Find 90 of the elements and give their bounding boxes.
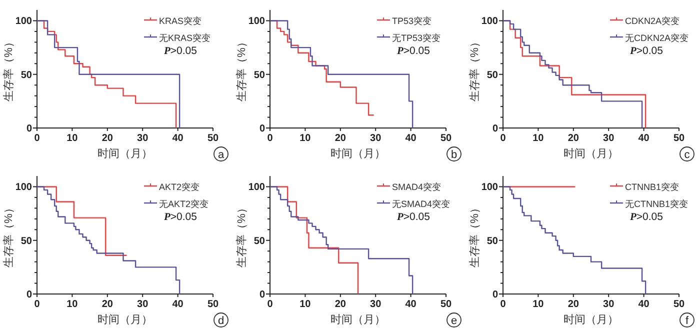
y-tick-label: 0 (259, 124, 266, 134)
x-tick-label: 20 (102, 299, 114, 310)
x-tick-label: 50 (207, 299, 219, 310)
x-tick-label: 20 (102, 133, 114, 144)
y-tick-label: 50 (254, 70, 266, 81)
x-tick-label: 30 (370, 299, 382, 310)
legend-label: 无CTNNB1突变 (625, 199, 688, 209)
text: d (218, 315, 224, 327)
legend-label: KRAS突变 (159, 16, 202, 26)
legend-label: AKT2突变 (159, 182, 200, 192)
y-axis-title: 生存率（%） (2, 36, 15, 102)
x-tick-label: 50 (207, 133, 219, 144)
x-tick-label: 0 (267, 299, 274, 310)
y-tick-label: 50 (486, 70, 498, 81)
y-tick-label: 0 (26, 290, 32, 300)
legend-label: TP53突变 (392, 16, 432, 26)
y-tick-label: 100 (248, 182, 266, 194)
y-tick-label: 50 (20, 236, 32, 247)
x-tick-label: 40 (638, 133, 650, 144)
annotation: P>0.05 (397, 211, 430, 223)
x-tick-label: 0 (34, 299, 40, 310)
x-tick-label: 20 (334, 299, 346, 310)
x-tick-label: 30 (137, 299, 149, 310)
x-tick-label: 40 (172, 133, 184, 144)
x-tick-label: 50 (673, 299, 685, 310)
x-tick-label: 30 (603, 133, 615, 144)
x-tick-label: 0 (34, 133, 40, 144)
x-tick-label: 20 (334, 133, 346, 144)
y-tick-label: 50 (254, 236, 266, 247)
legend-label: SMAD4突变 (392, 182, 442, 192)
x-tick-label: 30 (137, 133, 149, 144)
annotation: P>0.05 (630, 211, 664, 223)
x-tick-label: 30 (370, 133, 382, 144)
y-tick-label: 50 (20, 70, 32, 81)
legend-label: 无CDKN2A突变 (625, 33, 689, 43)
text: a (218, 149, 225, 161)
legend-label: CTNNB1突变 (625, 182, 680, 192)
y-axis-title: 生存率（%） (235, 36, 248, 102)
x-axis-title: 时间（月） (98, 313, 152, 326)
y-axis-title: 生存率（%） (235, 202, 248, 268)
x-tick-label: 50 (440, 299, 452, 310)
text: b (450, 149, 458, 161)
x-tick-label: 20 (568, 299, 580, 310)
annotation: P>0.05 (397, 45, 430, 57)
x-tick-label: 40 (638, 299, 650, 310)
y-tick-label: 100 (248, 16, 266, 28)
x-tick-label: 50 (673, 133, 685, 144)
text: c (684, 149, 690, 161)
x-tick-label: 30 (603, 299, 615, 310)
annotation: P>0.05 (164, 211, 198, 223)
y-tick-label: 0 (492, 124, 498, 134)
annotation: P>0.05 (630, 45, 664, 57)
x-tick-label: 10 (532, 299, 544, 310)
x-axis-title: 时间（月） (98, 147, 152, 160)
y-axis-title: 生存率（%） (468, 202, 481, 268)
x-tick-label: 20 (568, 133, 580, 144)
x-tick-label: 10 (300, 133, 312, 144)
x-axis-title: 时间（月） (330, 313, 386, 326)
legend-label: CDKN2A突变 (625, 16, 680, 26)
x-tick-label: 0 (500, 133, 506, 144)
x-tick-label: 50 (440, 133, 452, 144)
legend-label: 无KRAS突变 (159, 33, 211, 43)
y-tick-label: 0 (259, 290, 266, 300)
text: f (685, 315, 690, 327)
y-tick-label: 0 (492, 290, 498, 300)
x-tick-label: 40 (172, 299, 184, 310)
legend-label: 无TP53突变 (392, 33, 441, 43)
x-axis-title: 时间（月） (330, 147, 386, 160)
y-tick-label: 100 (481, 16, 498, 28)
y-tick-label: 0 (26, 124, 32, 134)
y-tick-label: 50 (486, 236, 498, 247)
annotation: P>0.05 (164, 45, 198, 57)
x-tick-label: 0 (500, 299, 506, 310)
legend-label: 无AKT2突变 (159, 199, 209, 209)
x-tick-label: 0 (267, 133, 274, 144)
x-tick-label: 40 (405, 133, 417, 144)
y-axis-title: 生存率（%） (2, 202, 15, 268)
x-tick-label: 10 (66, 299, 78, 310)
x-tick-label: 10 (532, 133, 544, 144)
y-tick-label: 100 (15, 16, 32, 28)
x-tick-label: 10 (66, 133, 78, 144)
y-tick-label: 100 (15, 182, 32, 194)
legend-label: 无SMAD4突变 (392, 199, 450, 209)
x-tick-label: 40 (405, 299, 417, 310)
x-axis-title: 时间（月） (564, 313, 618, 326)
y-axis-title: 生存率（%） (468, 36, 481, 102)
text: e (450, 315, 458, 327)
x-axis-title: 时间（月） (564, 147, 618, 160)
x-tick-label: 10 (300, 299, 312, 310)
y-tick-label: 100 (481, 182, 498, 194)
